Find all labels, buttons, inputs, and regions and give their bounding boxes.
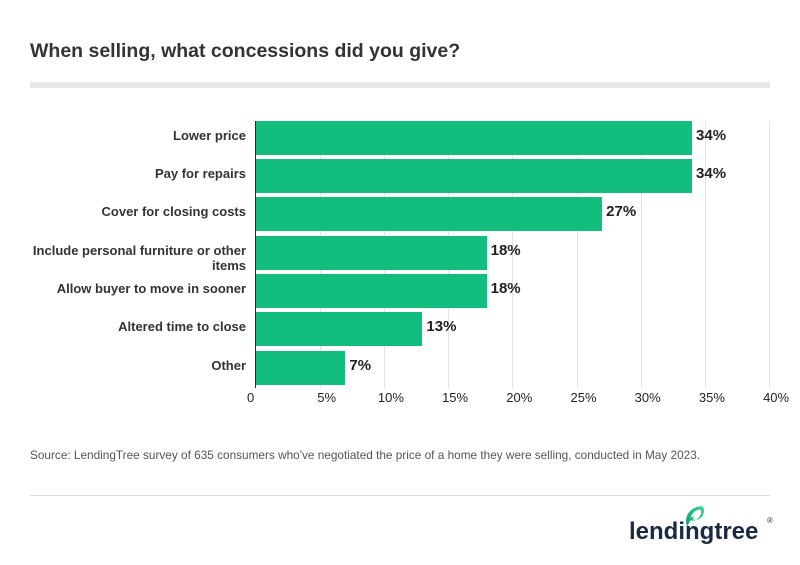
svg-text:®: ® bbox=[767, 516, 773, 525]
svg-text:lendingtree: lendingtree bbox=[629, 518, 758, 545]
